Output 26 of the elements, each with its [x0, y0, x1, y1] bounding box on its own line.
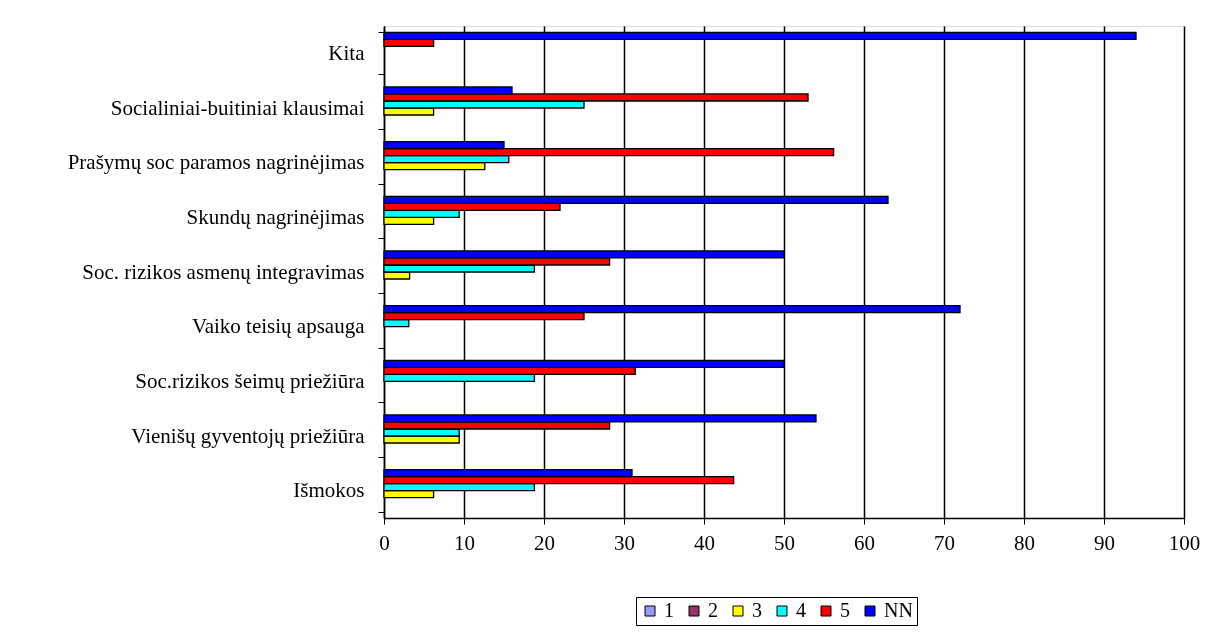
x-tick-label: 30 — [614, 530, 635, 555]
x-tick-label: 60 — [854, 530, 875, 555]
x-tick-label: 70 — [934, 530, 955, 555]
y-tick-label: Išmokos — [293, 478, 365, 503]
y-tick-label: Prašymų soc paramos nagrinėjimas — [67, 150, 365, 175]
x-tick-label: 10 — [454, 530, 475, 555]
legend-label: 4 — [796, 599, 806, 621]
y-tick-label: Vienišų gyventojų priežiūra — [131, 423, 366, 448]
y-tick-label: Soc. rizikos asmenų integravimas — [82, 259, 365, 284]
legend-label: 2 — [708, 599, 718, 621]
x-tick-label: 90 — [1094, 530, 1115, 555]
x-tick-label: 100 — [1168, 530, 1201, 555]
legend-label: 5 — [840, 599, 850, 621]
x-tick-label: 20 — [534, 530, 555, 555]
x-tick-label: 80 — [1014, 530, 1035, 555]
y-tick-label: Socialiniai-buitiniai klausimai — [110, 95, 365, 120]
legend-label: NN — [884, 599, 913, 621]
y-tick-label: Vaiko teisių apsauga — [191, 314, 366, 339]
x-tick-label: 40 — [694, 530, 715, 555]
legend-label: 1 — [664, 599, 674, 621]
y-tick-label: Soc.rizikos šeimų priežiūra — [135, 368, 366, 393]
legend-label: 3 — [752, 599, 762, 621]
x-tick-label: 50 — [774, 530, 795, 555]
y-tick-label: Kita — [328, 40, 366, 65]
x-tick-label: 0 — [379, 530, 390, 555]
y-tick-label: Skundų nagrinėjimas — [186, 204, 365, 229]
